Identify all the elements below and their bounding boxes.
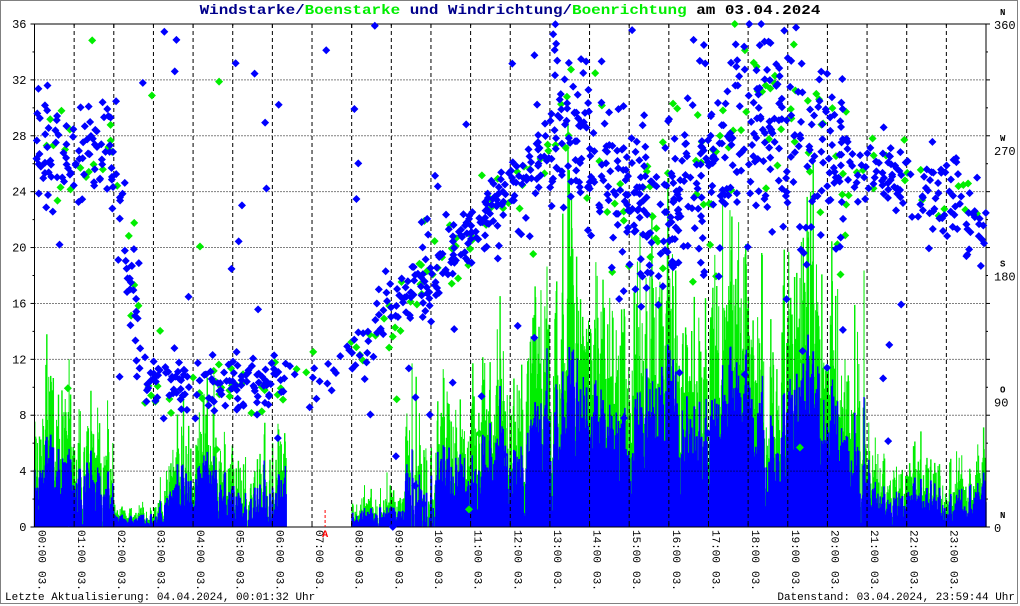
svg-text:03.: 03. xyxy=(272,571,284,591)
svg-text:0: 0 xyxy=(994,522,1001,536)
svg-text:03:00: 03:00 xyxy=(153,530,165,563)
svg-text:Boenstarke: Boenstarke xyxy=(305,3,410,19)
svg-text:03.: 03. xyxy=(352,571,364,591)
svg-text:03.: 03. xyxy=(788,571,800,591)
svg-text:03.: 03. xyxy=(74,571,86,591)
svg-text:180: 180 xyxy=(994,271,1016,285)
svg-text:19:00: 19:00 xyxy=(788,530,800,563)
svg-text:03.: 03. xyxy=(708,571,720,591)
svg-text:03.: 03. xyxy=(431,571,443,591)
svg-text:05:00: 05:00 xyxy=(233,530,245,563)
svg-text:36: 36 xyxy=(12,18,26,32)
svg-text:und Windrichtung/: und Windrichtung/ xyxy=(410,3,572,19)
svg-text:11:00: 11:00 xyxy=(471,530,483,563)
svg-text:24: 24 xyxy=(12,186,26,200)
svg-text:08:00: 08:00 xyxy=(352,530,364,563)
svg-text:20: 20 xyxy=(12,242,26,256)
svg-text:03.: 03. xyxy=(391,571,403,591)
svg-text:Datenstand: 03.04.2024, 23:59:: Datenstand: 03.04.2024, 23:59:44 Uhr xyxy=(777,592,1015,604)
svg-text:20:00: 20:00 xyxy=(827,530,839,563)
svg-text:15:00: 15:00 xyxy=(629,530,641,563)
svg-text:06:00: 06:00 xyxy=(272,530,284,563)
svg-text:21:00: 21:00 xyxy=(867,530,879,563)
svg-text:03.: 03. xyxy=(867,571,879,591)
svg-text:02:00: 02:00 xyxy=(114,530,126,563)
svg-text:03.: 03. xyxy=(510,571,522,591)
svg-text:03.: 03. xyxy=(946,571,958,591)
svg-text:Boenrichtung: Boenrichtung xyxy=(572,3,696,19)
svg-text:03.: 03. xyxy=(233,571,245,591)
svg-text:22:00: 22:00 xyxy=(907,530,919,563)
svg-text:16: 16 xyxy=(12,297,26,311)
svg-text:W: W xyxy=(1000,134,1006,144)
svg-text:03.: 03. xyxy=(827,571,839,591)
svg-text:10:00: 10:00 xyxy=(431,530,443,563)
svg-text:A: A xyxy=(322,530,328,541)
svg-text:17:00: 17:00 xyxy=(708,530,720,563)
svg-text:03.: 03. xyxy=(590,571,602,591)
svg-text:01:00: 01:00 xyxy=(74,530,86,563)
svg-text:03.: 03. xyxy=(669,571,681,591)
svg-text:04:00: 04:00 xyxy=(193,530,205,563)
svg-text:Windstarke/: Windstarke/ xyxy=(200,3,305,19)
svg-text:14:00: 14:00 xyxy=(590,530,602,563)
svg-text:S: S xyxy=(1000,260,1006,270)
svg-text:N: N xyxy=(1000,8,1005,18)
svg-text:360: 360 xyxy=(994,19,1016,33)
svg-text:18:00: 18:00 xyxy=(748,530,760,563)
svg-text:00:00: 00:00 xyxy=(35,530,47,563)
svg-text:03.: 03. xyxy=(550,571,562,591)
svg-text:4: 4 xyxy=(19,465,26,479)
svg-text:32: 32 xyxy=(12,74,26,88)
svg-text:03.: 03. xyxy=(907,571,919,591)
svg-text:12: 12 xyxy=(12,353,26,367)
svg-text:13:00: 13:00 xyxy=(550,530,562,563)
svg-text:03.: 03. xyxy=(312,571,324,591)
svg-text:16:00: 16:00 xyxy=(669,530,681,563)
svg-text:09:00: 09:00 xyxy=(391,530,403,563)
svg-text:0: 0 xyxy=(19,521,26,535)
svg-text:12:00: 12:00 xyxy=(510,530,522,563)
svg-text:03.: 03. xyxy=(748,571,760,591)
svg-text:03.: 03. xyxy=(35,571,47,591)
svg-text:O: O xyxy=(1000,385,1006,395)
svg-text:03.: 03. xyxy=(193,571,205,591)
svg-text:8: 8 xyxy=(19,409,26,423)
svg-text:90: 90 xyxy=(994,396,1008,410)
svg-text:28: 28 xyxy=(12,130,26,144)
svg-text:am 03.04.2024: am 03.04.2024 xyxy=(696,3,820,19)
svg-text:Letzte Aktualisierung: 04.04.2: Letzte Aktualisierung: 04.04.2024, 00:01… xyxy=(5,592,315,604)
svg-text:03.: 03. xyxy=(114,571,126,591)
svg-text:270: 270 xyxy=(994,145,1016,159)
svg-text:03.: 03. xyxy=(153,571,165,591)
svg-text:23:00: 23:00 xyxy=(946,530,958,563)
svg-text:N: N xyxy=(1000,511,1005,521)
svg-text:03.: 03. xyxy=(471,571,483,591)
svg-text:03.: 03. xyxy=(629,571,641,591)
